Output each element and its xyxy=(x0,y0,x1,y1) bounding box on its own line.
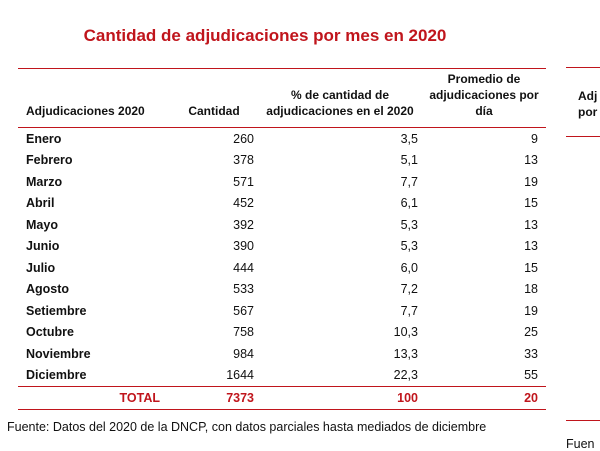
cell-percentage: 3,5 xyxy=(400,131,418,146)
cell-count: 533 xyxy=(233,282,254,297)
cell-count: 390 xyxy=(233,239,254,254)
cell-percentage: 22,3 xyxy=(393,368,418,383)
cell-month: Setiembre xyxy=(26,303,87,318)
cell-count: 260 xyxy=(233,131,254,146)
cell-percentage: 7,7 xyxy=(400,174,418,189)
cell-daily-average: 18 xyxy=(524,282,538,297)
cell-count: 567 xyxy=(233,303,254,318)
cell-daily-average: 25 xyxy=(524,325,538,340)
cell-percentage: 6,0 xyxy=(400,260,418,275)
total-daily-average: 20 xyxy=(422,386,546,410)
header-month: Adjudicaciones 2020 xyxy=(18,68,170,128)
cell-daily-average: 19 xyxy=(524,303,538,318)
table-total-row: TOTAL 7373 100 20 xyxy=(18,386,546,410)
cell-daily-average: 13 xyxy=(524,217,538,232)
cell-month: Febrero xyxy=(26,153,73,168)
table-row: Febrero 378 5,1 13 xyxy=(18,150,546,172)
cell-daily-average: 19 xyxy=(524,174,538,189)
table-row: Mayo 392 5,3 13 xyxy=(18,214,546,236)
side-table-header-fragment: Adj por xyxy=(578,89,598,119)
table-title: Cantidad de adjudicaciones por mes en 20… xyxy=(83,26,447,45)
cell-count: 758 xyxy=(233,325,254,340)
header-daily-average: Promedio de adjudicaciones por día xyxy=(422,68,546,128)
side-table-bottom-rule xyxy=(566,420,600,421)
cell-percentage: 6,1 xyxy=(400,196,418,211)
cell-count: 571 xyxy=(233,174,254,189)
cell-month: Noviembre xyxy=(26,346,91,361)
cell-percentage: 13,3 xyxy=(393,346,418,361)
cell-count: 378 xyxy=(233,153,254,168)
cell-month: Junio xyxy=(26,239,60,254)
cell-percentage: 5,3 xyxy=(400,239,418,254)
cell-daily-average: 13 xyxy=(524,153,538,168)
cell-month: Abril xyxy=(26,196,55,211)
cell-month: Octubre xyxy=(26,325,74,340)
table-row: Julio 444 6,0 15 xyxy=(18,257,546,279)
cell-month: Marzo xyxy=(26,174,63,189)
side-table-top-rule xyxy=(566,67,600,68)
adjudications-table: Adjudicaciones 2020 Cantidad % de cantid… xyxy=(18,68,546,410)
cell-daily-average: 9 xyxy=(531,131,538,146)
cell-month: Enero xyxy=(26,131,62,146)
source-note: Fuente: Datos del 2020 de la DNCP, con d… xyxy=(7,420,487,434)
cell-daily-average: 15 xyxy=(524,196,538,211)
total-percentage: 100 xyxy=(258,386,422,410)
cell-month: Agosto xyxy=(26,282,70,297)
table-row: Noviembre 984 13,3 33 xyxy=(18,343,546,365)
table-row: Setiembre 567 7,7 19 xyxy=(18,300,546,322)
cell-percentage: 10,3 xyxy=(393,325,418,340)
total-count: 7373 xyxy=(170,386,258,410)
cell-count: 1644 xyxy=(226,368,254,383)
cell-count: 444 xyxy=(233,260,254,275)
table-row: Junio 390 5,3 13 xyxy=(18,236,546,258)
cell-percentage: 7,7 xyxy=(400,303,418,318)
table-header-row: Adjudicaciones 2020 Cantidad % de cantid… xyxy=(18,68,546,128)
header-percentage: % de cantidad de adjudicaciones en el 20… xyxy=(258,68,422,128)
table-row: Diciembre 1644 22,3 55 xyxy=(18,365,546,387)
table-row: Octubre 758 10,3 25 xyxy=(18,322,546,344)
cell-percentage: 7,2 xyxy=(400,282,418,297)
cell-daily-average: 15 xyxy=(524,260,538,275)
side-table-header-rule xyxy=(566,136,600,137)
table-body: Enero 260 3,5 9 Febrero 378 5,1 13 Marzo 571 7,7 19… xyxy=(18,128,546,410)
cell-percentage: 5,3 xyxy=(400,217,418,232)
table-row: Marzo 571 7,7 19 xyxy=(18,171,546,193)
cell-daily-average: 33 xyxy=(524,346,538,361)
cell-month: Diciembre xyxy=(26,368,87,383)
cell-count: 452 xyxy=(233,196,254,211)
header-count: Cantidad xyxy=(170,68,258,128)
total-label: TOTAL xyxy=(18,386,170,410)
side-source-fragment: Fuen xyxy=(566,437,595,451)
cell-month: Julio xyxy=(26,260,56,275)
table-row: Abril 452 6,1 15 xyxy=(18,193,546,215)
cell-month: Mayo xyxy=(26,217,58,232)
cell-count: 392 xyxy=(233,217,254,232)
table-row: Enero 260 3,5 9 xyxy=(18,128,546,150)
cell-daily-average: 13 xyxy=(524,239,538,254)
table-row: Agosto 533 7,2 18 xyxy=(18,279,546,301)
cell-count: 984 xyxy=(233,346,254,361)
cell-daily-average: 55 xyxy=(524,368,538,383)
cell-percentage: 5,1 xyxy=(400,153,418,168)
